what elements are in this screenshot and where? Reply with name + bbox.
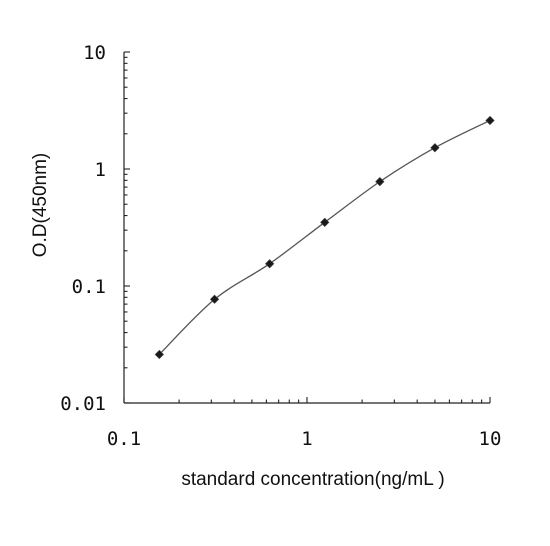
x-tick-label: 1 xyxy=(301,428,312,450)
tick-marks xyxy=(123,51,491,404)
axes xyxy=(123,52,490,404)
x-tick-label: 0.1 xyxy=(107,428,141,450)
y-axis-label: O.D(450nm) xyxy=(30,153,51,258)
series-line xyxy=(158,119,491,355)
y-tick-label: 1 xyxy=(95,159,106,181)
y-tick-label: 0.1 xyxy=(72,276,106,298)
x-tick-label: 10 xyxy=(479,428,502,450)
y-tick-label: 10 xyxy=(83,42,106,64)
data-point xyxy=(485,115,495,126)
data-point xyxy=(430,143,440,153)
data-points xyxy=(154,115,495,360)
data-point xyxy=(375,177,385,187)
data-point xyxy=(209,294,220,304)
data-point xyxy=(154,349,164,360)
x-axis-label: standard concentration(ng/mL ) xyxy=(181,469,444,490)
y-tick-labels: 0.01 0.1 1 10 xyxy=(60,42,106,415)
x-tick-labels: 0.1 1 10 xyxy=(107,428,502,450)
y-tick-label: 0.01 xyxy=(60,393,106,415)
data-point xyxy=(320,217,330,227)
data-point xyxy=(265,259,275,269)
